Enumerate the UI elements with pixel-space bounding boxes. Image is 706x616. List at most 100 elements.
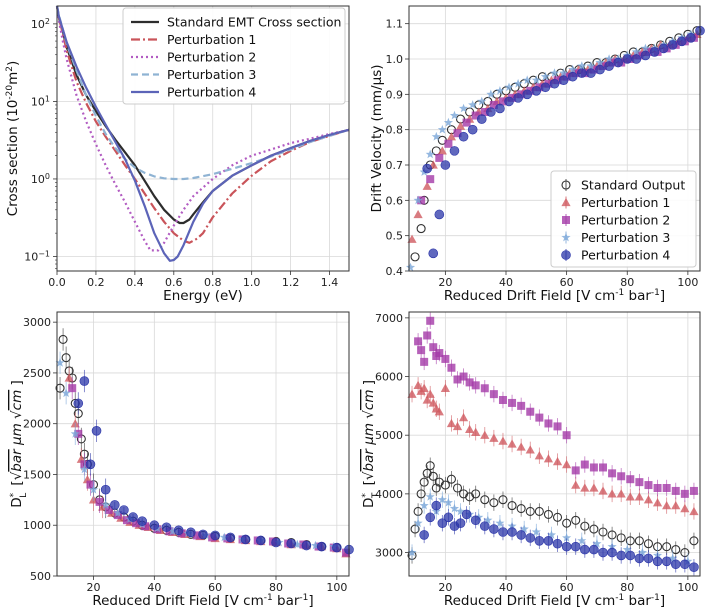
- data-point: [428, 398, 438, 407]
- data-point: [435, 349, 444, 358]
- data-point: [141, 522, 150, 531]
- x-axis-label: Reduced Drift Field [V cm-1 bar-1]: [444, 593, 665, 609]
- data-point: [522, 89, 533, 100]
- data-point: [459, 372, 468, 381]
- data-point: [425, 512, 436, 523]
- data-point: [446, 132, 457, 141]
- x-axis-label-part: ]: [660, 288, 665, 304]
- legend-label-0: Standard EMT Cross section: [167, 15, 341, 30]
- data-point: [534, 451, 544, 460]
- data-point: [562, 459, 572, 469]
- data-point: [419, 500, 429, 510]
- data-point: [429, 343, 438, 352]
- data-point: [635, 478, 644, 487]
- data-point: [586, 68, 596, 78]
- y-tick-label: 3000: [375, 547, 403, 560]
- data-point: [546, 530, 556, 539]
- series-group: [55, 5, 350, 262]
- data-point: [486, 89, 496, 99]
- data-point: [471, 111, 480, 120]
- data-point: [79, 376, 90, 386]
- legend-box: [122, 7, 346, 105]
- data-point: [440, 160, 451, 170]
- x-tick-label: 40: [499, 581, 513, 594]
- y-tick-label: 1500: [23, 468, 51, 481]
- y-tick-exponent: 2: [45, 16, 50, 25]
- data-point: [64, 373, 74, 382]
- data-point: [86, 480, 95, 489]
- data-point: [407, 234, 417, 243]
- x-axis-label-superscript: -1: [651, 593, 660, 603]
- data-point: [652, 498, 663, 507]
- y-axis-label: D*T [√bar μm √cm ]: [361, 380, 381, 508]
- series-group: [407, 312, 699, 576]
- data-point: [122, 516, 131, 525]
- data-point: [643, 495, 654, 504]
- data-point: [186, 527, 196, 538]
- x-axis-label-part: bar: [624, 288, 651, 304]
- data-point: [419, 477, 429, 487]
- data-point: [671, 486, 680, 495]
- x-tick-label: 0.2: [87, 276, 105, 289]
- x-axis-label-superscript: -1: [615, 288, 624, 298]
- series-0: [55, 328, 342, 553]
- data-point: [568, 64, 578, 74]
- data-point: [625, 536, 635, 546]
- y-axis-label-bracket: [√: [361, 471, 377, 490]
- data-point: [571, 480, 581, 489]
- legend-label-3: Perturbation 3: [167, 67, 256, 82]
- data-point: [137, 516, 147, 526]
- x-tick-label: 20: [438, 276, 452, 289]
- legend-marker-0: [561, 180, 571, 190]
- data-point: [534, 535, 545, 546]
- data-point: [589, 544, 599, 555]
- x-tick-label: 1.0: [243, 276, 261, 289]
- data-point: [480, 430, 490, 439]
- legend-marker-1: [561, 197, 571, 207]
- legend-label-1: Perturbation 1: [167, 32, 256, 47]
- legend-label-0: Standard Output: [581, 178, 685, 193]
- x-tick-label: 100: [677, 276, 698, 289]
- data-point: [637, 547, 647, 557]
- series-4: [419, 497, 699, 576]
- data-point: [443, 497, 453, 507]
- data-point: [580, 521, 590, 531]
- y-axis-label-symbol: D: [361, 498, 377, 508]
- data-point: [562, 431, 571, 440]
- data-point: [544, 419, 553, 428]
- legend-label-1: Perturbation 1: [581, 195, 670, 210]
- data-point: [471, 427, 481, 436]
- legend: Standard Output Perturbation 1 Perturbatio…: [550, 170, 697, 268]
- data-point: [311, 540, 321, 550]
- y-axis-label-close: ]: [361, 380, 377, 390]
- data-point: [417, 196, 426, 205]
- data-point: [416, 224, 426, 234]
- data-point: [558, 75, 569, 85]
- y-axis-label-superscript: 2: [5, 66, 15, 72]
- data-point: [667, 40, 678, 50]
- data-point: [525, 533, 536, 543]
- data-point: [589, 524, 599, 534]
- data-point: [479, 521, 490, 531]
- data-point: [604, 54, 614, 63]
- data-point: [459, 489, 469, 499]
- data-point: [161, 522, 172, 533]
- data-point: [598, 486, 608, 495]
- data-point: [552, 512, 563, 522]
- data-point: [462, 118, 471, 127]
- chart-panel-3: 20 40 60 80 100 3000 4000 5000 6000 7000 Reduced D…: [361, 311, 701, 609]
- data-point: [622, 544, 632, 554]
- y-axis-label-mu: μm √: [9, 410, 25, 449]
- x-axis-label: Reduced Drift Field [V cm-1 bar-1]: [92, 593, 313, 609]
- plot-frame: [408, 311, 701, 577]
- data-point: [580, 460, 589, 469]
- data-point: [577, 536, 587, 545]
- y-tick-label: 2500: [23, 367, 51, 380]
- y-tick-label: 0.8: [386, 124, 404, 137]
- data-point: [617, 472, 626, 481]
- data-point: [55, 358, 65, 367]
- data-point: [661, 556, 672, 567]
- x-axis-label-superscript: -1: [264, 593, 273, 603]
- data-point: [73, 398, 84, 409]
